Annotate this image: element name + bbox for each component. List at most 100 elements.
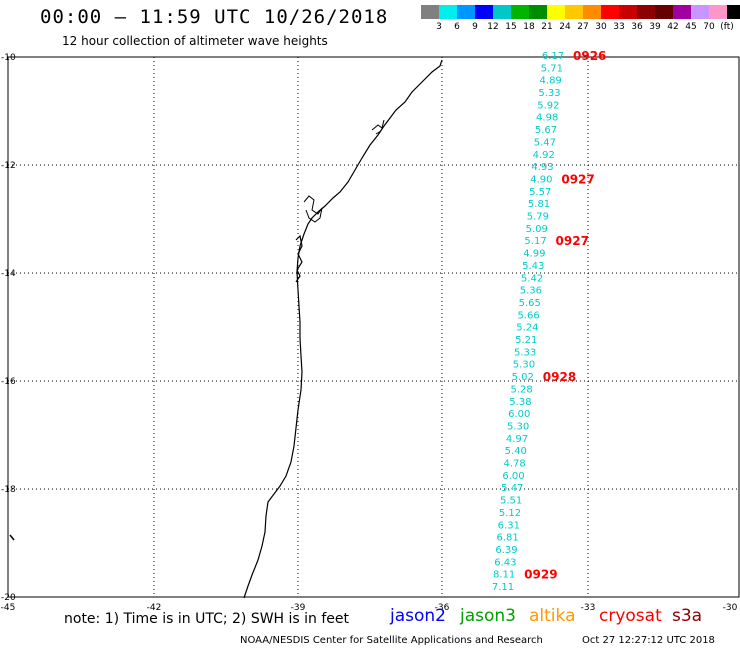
swh-value-label: 6.39 (495, 545, 517, 556)
latitude-tick-label: -14 (1, 269, 16, 279)
color-scale-label: 39 (649, 22, 661, 32)
swh-value-label: 5.65 (519, 298, 541, 309)
color-swatch-17 (727, 5, 740, 19)
color-scale-label: 6 (454, 22, 460, 32)
color-swatch-11 (619, 5, 637, 19)
swh-value-label: 6.81 (497, 533, 519, 544)
map-title: 00:00 – 11:59 UTC 10/26/2018 (40, 6, 389, 28)
swh-value-label: 5.42 (521, 273, 543, 284)
color-scale-label: 12 (487, 22, 499, 32)
credit-text: NOAA/NESDIS Center for Satellite Applica… (240, 635, 543, 646)
color-swatch-10 (601, 5, 619, 19)
swh-value-label: 5.67 (535, 125, 557, 136)
swh-value-label: 4.97 (506, 434, 528, 445)
swh-value-label: 6.43 (494, 557, 516, 568)
color-scale-label: 18 (523, 22, 535, 32)
color-swatch-4 (493, 5, 511, 19)
longitude-tick-label: -33 (581, 603, 596, 613)
swh-value-label: 5.21 (515, 335, 537, 346)
color-scale-label: 70 (703, 22, 715, 32)
color-scale-labels: 3 6 9 12 15 18 21 24 27 30 33 36 39 42 45 70 (ft) (421, 22, 740, 34)
swh-value-label: 4.93 (531, 162, 553, 173)
swh-value-label: 4.90 (530, 174, 552, 185)
swh-value-label: 5.71 (541, 63, 563, 74)
color-swatch-5 (511, 5, 529, 19)
swh-value-label: 5.02 (512, 372, 534, 383)
color-swatch-14 (673, 5, 691, 19)
swh-value-label: 6.00 (508, 409, 530, 420)
pass-time-label: 0929 (524, 568, 557, 582)
track-time-labels: 0926 0927 0927 0928 0929 (524, 49, 606, 582)
swh-value-label: 5.17 (524, 236, 546, 247)
longitude-tick-label: -42 (147, 603, 162, 613)
swh-value-label: 5.47 (501, 483, 523, 494)
satellite-legend-jason2: jason2 (390, 606, 446, 626)
swh-value-label: 5.33 (514, 347, 536, 358)
swh-value-label: 5.81 (528, 199, 550, 210)
latitude-tick-label: -18 (1, 485, 16, 495)
small-island-marker (9, 534, 15, 541)
pass-time-label: 0927 (556, 234, 589, 248)
satellite-legend-cryosat: cryosat (599, 606, 662, 626)
color-scale-swatches (421, 5, 740, 19)
lat-lon-grid (8, 57, 739, 597)
color-scale-label: (ft) (720, 22, 734, 32)
color-swatch-2 (457, 5, 475, 19)
color-swatch-16 (709, 5, 727, 19)
coastline-detail-north (371, 119, 385, 135)
swh-value-label: 5.24 (516, 323, 538, 334)
satellite-legend-s3a: s3a (672, 606, 703, 626)
color-swatch-3 (475, 5, 493, 19)
coastline (243, 59, 443, 599)
wave-height-color-scale: 3 6 9 12 15 18 21 24 27 30 33 36 39 42 45 70 (ft) (421, 5, 740, 32)
color-scale-label: 21 (541, 22, 553, 32)
swh-value-label: 4.89 (540, 76, 562, 87)
swh-value-label: 5.38 (509, 397, 531, 408)
latitude-tick-label: -16 (1, 377, 16, 387)
swh-value-label: 5.92 (537, 100, 559, 111)
units-note: note: 1) Time is in UTC; 2) SWH is in fe… (64, 611, 350, 627)
swh-value-label: 5.47 (534, 137, 556, 148)
axis-tick-labels: -10 -12 -14 -16 -18 -20-45 -42 -39 -36 -33 -30 (1, 53, 738, 613)
swh-value-label: 5.57 (529, 187, 551, 198)
color-scale-label: 15 (505, 22, 517, 32)
color-swatch-12 (637, 5, 655, 19)
swh-value-label: 5.09 (526, 224, 548, 235)
color-swatch-13 (655, 5, 673, 19)
swh-value-label: 6.31 (498, 520, 520, 531)
color-scale-label: 33 (613, 22, 625, 32)
color-swatch-8 (565, 5, 583, 19)
swh-value-label: 4.98 (536, 113, 558, 124)
swh-value-label: 4.78 (503, 459, 525, 470)
color-scale-label: 9 (472, 22, 478, 32)
longitude-tick-label: -45 (1, 603, 16, 613)
map-frame (7, 56, 740, 598)
longitude-tick-label: -39 (291, 603, 306, 613)
generated-timestamp: Oct 27 12:27:12 UTC 2018 (582, 635, 715, 646)
swh-value-label: 5.30 (513, 360, 535, 371)
swh-value-label: 5.30 (507, 421, 529, 432)
color-swatch-15 (691, 5, 709, 19)
satellite-legend-altika: altika (529, 606, 576, 626)
color-scale-label: 45 (685, 22, 697, 32)
pass-time-label: 0927 (561, 172, 594, 186)
swh-value-label: 4.99 (523, 249, 545, 260)
swh-value-label: 5.28 (510, 384, 532, 395)
latitude-tick-label: -20 (1, 593, 16, 603)
swh-value-label: 8.11 (493, 570, 515, 581)
color-swatch-6 (529, 5, 547, 19)
color-swatch-9 (583, 5, 601, 19)
coastline-detail-islands (295, 234, 303, 283)
pass-time-label: 0928 (543, 370, 576, 384)
color-scale-label: 42 (667, 22, 679, 32)
swh-value-label: 5.51 (500, 496, 522, 507)
swh-value-label: 5.36 (520, 286, 542, 297)
coastline-detail-bay (303, 195, 323, 223)
swh-value-label: 5.12 (499, 508, 521, 519)
swh-value-label: 4.92 (533, 150, 555, 161)
color-swatch-7 (547, 5, 565, 19)
longitude-tick-label: -30 (723, 603, 738, 613)
latitude-tick-label: -10 (1, 53, 16, 63)
satellite-legend-jason3: jason3 (460, 606, 516, 626)
